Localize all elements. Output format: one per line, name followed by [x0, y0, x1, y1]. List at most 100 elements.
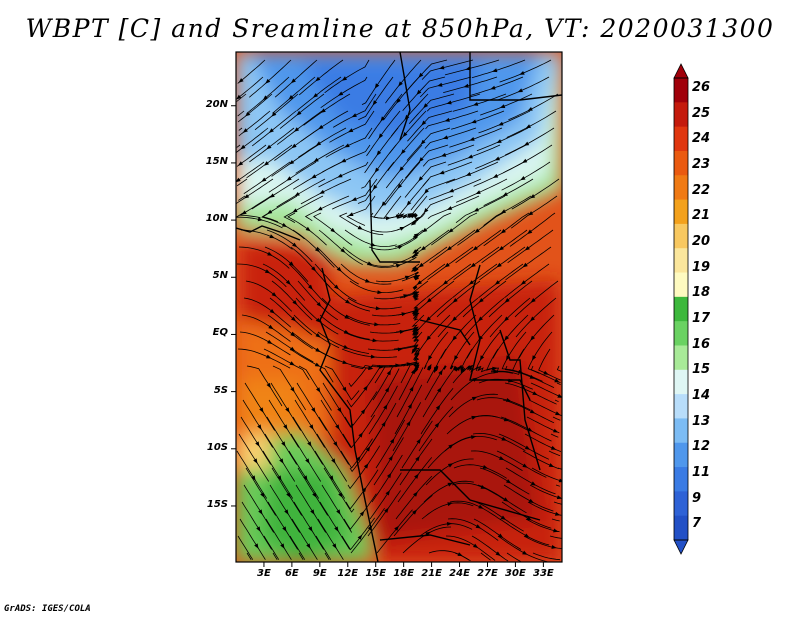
streamline — [557, 467, 562, 470]
streamline — [272, 76, 316, 114]
lat-tick-label: 10S — [206, 441, 228, 453]
streamline-arrow — [314, 362, 321, 367]
colorbar-label: 25 — [692, 105, 711, 121]
streamline-arrow — [499, 104, 506, 108]
streamline-arrow — [332, 543, 337, 549]
streamline — [267, 314, 313, 350]
streamline-arrow — [407, 213, 413, 218]
lon-tick-label: 12E — [337, 568, 359, 579]
streamline — [274, 59, 318, 98]
streamline-arrow — [238, 78, 244, 83]
streamline-arrow — [394, 525, 399, 531]
streamline-arrow — [413, 311, 419, 317]
streamline — [315, 535, 332, 560]
streamline — [332, 93, 377, 128]
streamline — [344, 229, 397, 248]
streamline-arrow — [473, 543, 479, 548]
streamline-arrow — [504, 316, 509, 322]
streamline-arrow — [370, 354, 376, 359]
streamline — [406, 127, 451, 161]
streamline-arrow — [446, 246, 452, 251]
streamline — [323, 280, 371, 312]
streamline — [361, 59, 396, 105]
streamline — [297, 467, 329, 516]
lon-tick-label: 3E — [257, 568, 271, 579]
streamline — [297, 280, 339, 321]
streamline — [375, 271, 419, 283]
streamline-arrow — [358, 432, 363, 438]
streamline-arrow — [294, 192, 300, 197]
streamline — [401, 420, 433, 469]
streamline-arrow — [312, 492, 317, 498]
streamline-arrow — [331, 458, 336, 464]
streamline — [455, 229, 502, 264]
streamline — [290, 246, 331, 288]
streamline-arrow — [315, 333, 321, 338]
streamline-arrow — [290, 78, 296, 84]
streamline-arrow — [444, 262, 450, 268]
streamline-arrow — [501, 436, 507, 441]
colorbar-max-arrow — [673, 63, 689, 79]
streamline-arrow — [365, 446, 371, 452]
streamline — [295, 484, 327, 533]
streamline-arrow — [551, 545, 557, 549]
colorbar-label: 7 — [692, 516, 702, 532]
streamline — [346, 367, 380, 408]
streamline-arrow — [359, 510, 365, 517]
streamline — [263, 348, 310, 381]
colorbar-min-arrow — [673, 539, 689, 555]
streamline — [347, 297, 402, 310]
streamline — [399, 438, 433, 486]
streamline-arrow — [387, 472, 392, 479]
colorbar-segment — [674, 515, 688, 541]
streamline-arrow — [492, 173, 499, 178]
streamline-arrow — [288, 95, 294, 100]
streamline — [375, 419, 406, 469]
streamline-arrow — [258, 509, 263, 515]
streamline — [350, 507, 385, 554]
streamline — [296, 382, 328, 431]
streamline-arrow — [367, 261, 373, 266]
streamline-arrow — [240, 144, 246, 150]
streamline — [264, 433, 296, 482]
streamline-arrow — [503, 497, 509, 502]
streamline — [419, 523, 473, 537]
streamline-arrow — [438, 369, 443, 376]
streamline — [242, 399, 274, 448]
streamline — [313, 212, 353, 246]
colorbar-segment — [674, 78, 688, 103]
streamline-arrow — [442, 280, 448, 285]
streamline-arrow — [395, 214, 402, 219]
streamline-arrow — [395, 363, 401, 368]
streamline-arrow — [413, 491, 418, 497]
streamline — [397, 457, 433, 503]
streamline — [385, 144, 423, 189]
streamline — [236, 178, 248, 187]
streamline — [508, 93, 559, 121]
streamline — [497, 535, 548, 562]
streamline-arrow — [504, 298, 510, 303]
streamline — [451, 482, 505, 500]
streamline — [511, 178, 560, 210]
streamline — [265, 331, 314, 363]
streamline — [298, 552, 304, 561]
streamline — [393, 494, 433, 537]
credit-label: GrADS: IGES/COLA — [4, 604, 91, 614]
streamline-arrow — [471, 415, 477, 420]
colorbar-segment — [674, 321, 688, 346]
streamline — [504, 382, 557, 405]
streamline — [500, 416, 552, 442]
streamline — [345, 314, 401, 326]
streamline-arrow — [529, 194, 536, 199]
streamline — [503, 484, 554, 512]
streamline — [499, 518, 550, 546]
streamline-arrow — [281, 441, 286, 447]
streamline — [449, 331, 475, 370]
streamline — [470, 76, 524, 96]
streamline — [445, 535, 496, 561]
streamline-arrow — [523, 141, 530, 146]
streamline — [422, 144, 475, 167]
streamline — [368, 93, 403, 140]
streamline — [237, 161, 265, 181]
streamline — [238, 195, 246, 201]
